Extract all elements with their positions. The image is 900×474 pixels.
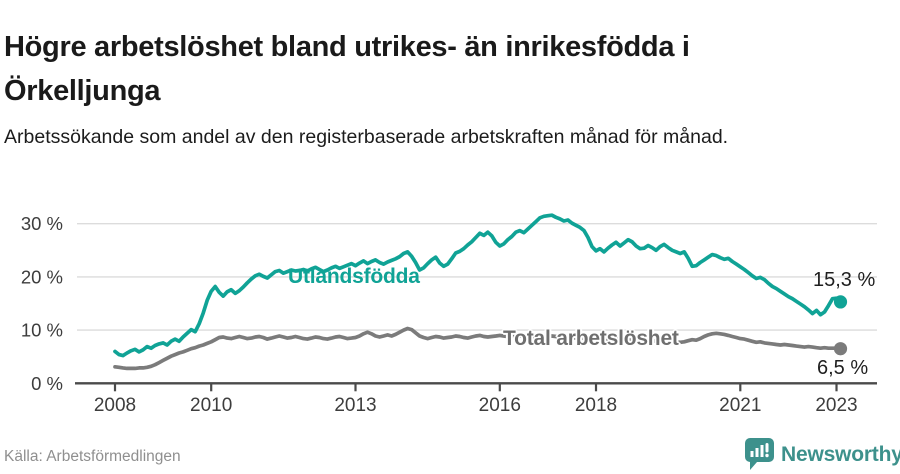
x-tick-label-2013: 2013 [334,395,376,416]
newsworthy-logo: Newsworthy [745,438,900,471]
newsworthy-speech-bubble-bar-chart-icon [745,438,774,471]
y-tick-label-10: 10 % [21,320,63,341]
series-line-utlandsf-dda [113,213,843,358]
x-tick-label-2010: 2010 [190,395,232,416]
x-tick-label-2023: 2023 [815,395,857,416]
series-label-utlandsfodda: Utlandsfödda [288,265,420,288]
x-tick-label-2018: 2018 [575,395,617,416]
source-attribution: Källa: Arbetsförmedlingen [4,448,181,465]
page-subtitle: Arbetssökande som andel av den registerb… [4,125,729,148]
y-tick-label-20: 20 % [21,266,63,287]
series-end-dot-utlandsf-dda [833,295,848,309]
page-title: Högre arbetslöshet bland utrikes- än inr… [4,31,690,108]
y-tick-label-0: 0 % [31,373,63,394]
series-line-total-arbetsl-shet [113,326,843,371]
x-tick-label-2016: 2016 [479,395,521,416]
series-end-dot-total-arbetsl-shet [833,342,848,356]
end-value-utlandsfodda: 15,3 % [813,269,876,291]
x-tick-label-2008: 2008 [94,395,136,416]
y-tick-label-30: 30 % [21,213,63,234]
series-label-total-arbetsloshet: Total arbetslöshet [503,327,679,350]
newsworthy-wordmark: Newsworthy [781,442,900,466]
x-tick-label-2021: 2021 [719,395,761,416]
end-value-total-arbetsloshet: 6,5 % [817,357,869,379]
